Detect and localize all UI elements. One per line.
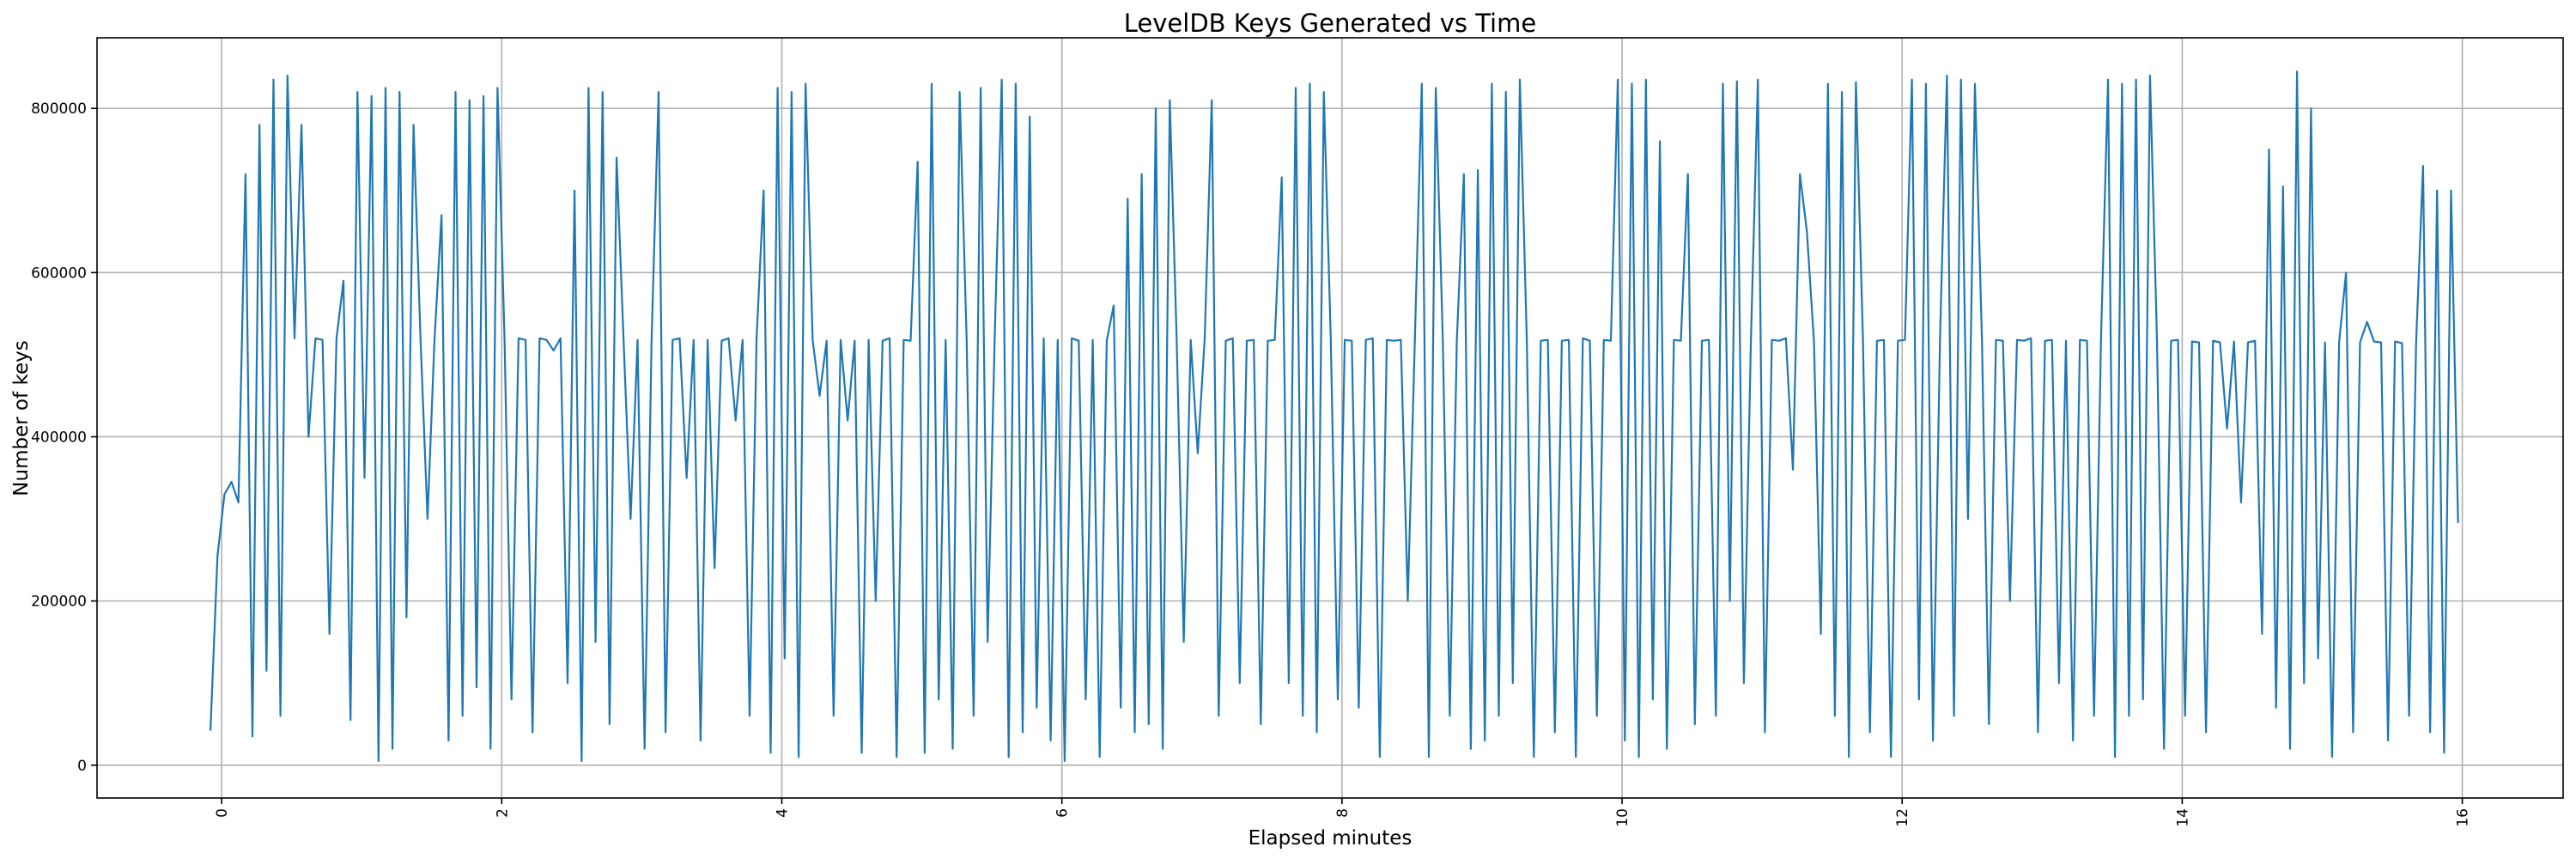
x-axis-label: Elapsed minutes (1249, 827, 1413, 850)
x-axis-ticks: 0 2 4 6 8 10 12 14 16 (214, 798, 2472, 827)
gridlines (97, 38, 2563, 798)
y-tick-label: 400000 (31, 429, 87, 446)
x-tick-label: 10 (1614, 808, 1631, 827)
x-tick-label: 4 (775, 808, 792, 818)
x-tick-label: 16 (2455, 808, 2472, 827)
y-tick-label: 200000 (31, 594, 87, 611)
x-tick-label: 12 (1894, 808, 1911, 827)
y-tick-label: 0 (77, 758, 87, 775)
y-tick-label: 800000 (31, 101, 87, 118)
x-tick-label: 8 (1334, 808, 1352, 818)
y-tick-label: 600000 (31, 265, 87, 282)
y-axis-label: Number of keys (10, 340, 33, 496)
x-tick-label: 6 (1054, 808, 1072, 818)
plot-area (210, 70, 2459, 763)
x-tick-label: 14 (2174, 808, 2191, 827)
x-tick-label: 0 (214, 808, 231, 818)
axes-frame (96, 37, 2564, 799)
series-line-keys (210, 70, 2459, 763)
y-axis-ticks: 0 200000 400000 600000 800000 (31, 101, 97, 775)
x-tick-label: 2 (494, 808, 511, 818)
chart-title: LevelDB Keys Generated vs Time (1124, 9, 1536, 38)
